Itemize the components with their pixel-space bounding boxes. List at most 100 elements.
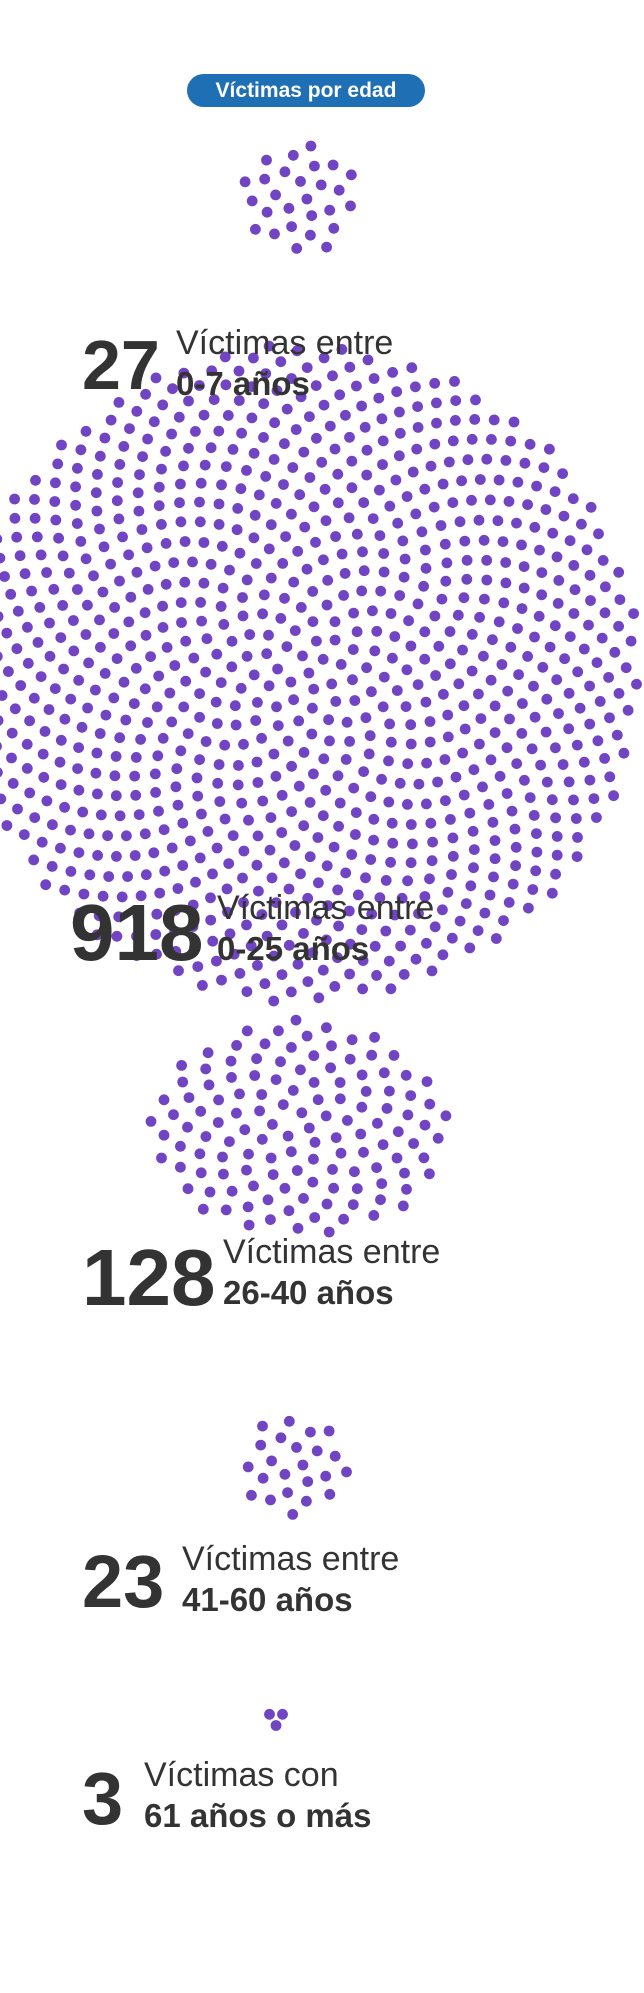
victim-dot [316, 456, 328, 468]
victim-dot [253, 489, 265, 501]
victim-dot [35, 549, 47, 561]
victim-dot [258, 589, 270, 601]
victim-dot [369, 940, 381, 952]
victim-dot [310, 536, 321, 548]
victim-dot [484, 494, 496, 506]
victim-dot [348, 607, 359, 619]
victim-dot [492, 515, 504, 527]
victim-dot [468, 862, 479, 874]
victim-dot [80, 553, 92, 565]
victim-dot [99, 668, 111, 679]
victim-dot [371, 625, 383, 637]
victim-dot [59, 884, 71, 896]
victim-dot [263, 543, 275, 555]
victim-dot [613, 688, 625, 699]
victim-dot [239, 176, 251, 188]
dot-cluster-3 [242, 1415, 352, 1520]
victim-dot [485, 674, 497, 686]
victim-dot [345, 200, 356, 212]
victim-dot [343, 512, 355, 524]
victim-dot [226, 1185, 238, 1197]
victim-dot [195, 477, 207, 489]
victim-dot [496, 659, 508, 670]
victim-dot [332, 468, 344, 480]
victim-dot [381, 1103, 393, 1114]
victim-dot [335, 1147, 347, 1159]
victim-dot [216, 974, 227, 986]
victim-dot [238, 738, 249, 750]
victim-dot [290, 1014, 302, 1026]
victim-dot [65, 693, 77, 705]
victim-dot [279, 1468, 291, 1480]
victim-dot [355, 1128, 367, 1140]
victim-dot [72, 584, 83, 595]
victim-dot [351, 1183, 363, 1195]
victim-dot [287, 149, 299, 161]
victim-dot [551, 831, 563, 842]
victim-dot [140, 869, 152, 881]
victim-dot [321, 599, 333, 611]
victim-dot [447, 832, 459, 844]
victim-dot [241, 1164, 252, 1176]
victim-dot [242, 1201, 254, 1213]
victim-dot [109, 770, 121, 782]
count-value: 3 [82, 1757, 124, 1840]
victim-dot [398, 969, 410, 980]
victim-dot [618, 747, 630, 759]
victim-dot [405, 819, 417, 830]
victim-dot [92, 788, 103, 800]
victim-dot [393, 450, 405, 462]
victim-dot [536, 589, 548, 601]
victim-dot [139, 683, 151, 695]
victim-dot [230, 719, 242, 731]
victim-dot [437, 949, 449, 961]
victim-dot [459, 723, 471, 735]
victim-dot [380, 925, 392, 937]
victim-dot [239, 1124, 251, 1136]
victim-dot [269, 228, 280, 240]
victim-dot [283, 939, 295, 951]
victim-dot [295, 868, 306, 880]
victim-dot [250, 715, 262, 726]
victim-dot [453, 678, 465, 690]
victim-dot [345, 169, 357, 181]
victim-dot [250, 558, 262, 569]
victim-dot [308, 1153, 319, 1165]
victim-dot [168, 557, 180, 568]
victim-dot [301, 563, 313, 575]
victim-dot [343, 905, 355, 917]
victim-dot [320, 784, 332, 796]
victim-dot [344, 1053, 356, 1065]
victim-dot [262, 1194, 274, 1206]
victim-dot [412, 598, 424, 610]
victim-dot [356, 585, 368, 597]
victim-dot [429, 377, 441, 389]
victim-dot [412, 679, 424, 690]
victim-dot [166, 842, 178, 854]
victim-dot [342, 1115, 353, 1126]
victim-dot [323, 1425, 335, 1437]
victim-dot [474, 738, 485, 750]
victim-dot [153, 670, 165, 682]
victim-dot [73, 742, 84, 753]
victim-dot [420, 544, 431, 556]
victim-dot [419, 1119, 431, 1131]
victim-dot [489, 835, 501, 846]
victim-dot [568, 794, 579, 806]
victim-dot [402, 1109, 414, 1121]
victim-dot [568, 560, 580, 571]
victim-dot [232, 503, 244, 514]
victim-dot [488, 871, 499, 883]
victim-dot [378, 548, 390, 559]
victim-dot [194, 380, 205, 391]
count-value: 27 [82, 326, 160, 404]
victim-dot [410, 953, 422, 965]
caption-line1: Víctimas con [144, 1756, 339, 1794]
victim-dot [258, 398, 270, 410]
victim-dot [200, 666, 212, 678]
victim-dot [295, 176, 306, 187]
victim-dot [149, 560, 161, 572]
victim-dot [302, 892, 314, 904]
victim-dot [419, 891, 431, 902]
victim-dot [148, 416, 160, 428]
